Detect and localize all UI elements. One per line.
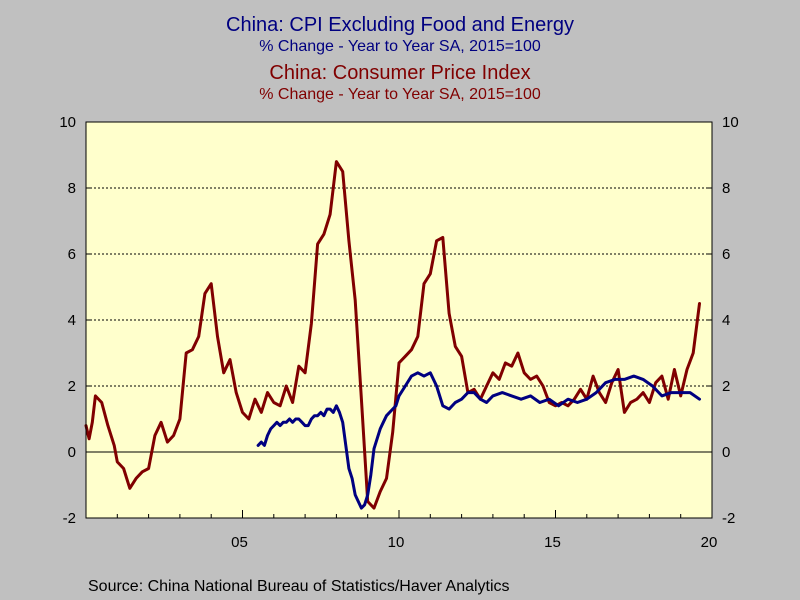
- y-tick-label-right: 4: [722, 312, 730, 329]
- series-line-cpi: [84, 160, 701, 510]
- y-tick-label-right: 2: [722, 378, 730, 395]
- y-tick-label-right: -2: [722, 510, 735, 527]
- x-tick-label: 05: [231, 534, 248, 551]
- chart-subtitle-cpi: % Change - Year to Year SA, 2015=100: [259, 86, 541, 103]
- chart-title-core-cpi: China: CPI Excluding Food and Energy: [226, 14, 574, 36]
- source-note: Source: China National Bureau of Statist…: [88, 578, 510, 595]
- y-tick-label-right: 10: [722, 114, 739, 131]
- y-tick-label-right: 0: [722, 444, 730, 461]
- x-tick-label: 20: [701, 534, 718, 551]
- y-tick-label-right: 8: [722, 180, 730, 197]
- y-tick-label-left: 0: [68, 444, 76, 461]
- y-tick-label-left: -2: [63, 510, 76, 527]
- x-tick-label: 10: [388, 534, 405, 551]
- x-tick-label: 15: [544, 534, 561, 551]
- chart-title-cpi: China: Consumer Price Index: [269, 62, 531, 84]
- y-tick-label-left: 6: [68, 246, 76, 263]
- y-tick-label-left: 4: [68, 312, 76, 329]
- y-tick-label-right: 6: [722, 246, 730, 263]
- y-tick-label-left: 2: [68, 378, 76, 395]
- plot-frame: [85, 121, 713, 519]
- chart-subtitle-core-cpi: % Change - Year to Year SA, 2015=100: [259, 38, 541, 55]
- series-line-core-cpi: [256, 371, 701, 510]
- y-tick-label-left: 10: [59, 114, 76, 131]
- y-tick-label-left: 8: [68, 180, 76, 197]
